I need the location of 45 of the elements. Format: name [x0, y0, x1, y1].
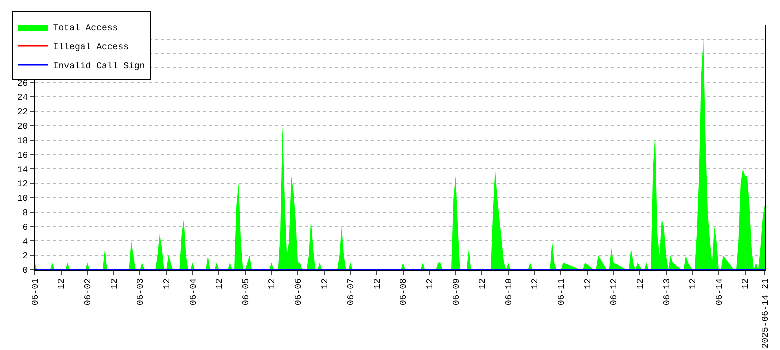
- x-tick-label: 12: [530, 278, 541, 290]
- x-tick-label: 06-14: [714, 278, 725, 306]
- x-tick-label: 12: [636, 278, 646, 290]
- y-tick-label: 22: [17, 108, 28, 118]
- x-tick-label: 06-03: [136, 278, 146, 306]
- x-tick-label: 12: [583, 278, 594, 290]
- x-tick-label: 12: [372, 278, 383, 290]
- y-tick-label: 0: [22, 266, 28, 276]
- x-tick-label: 12: [162, 278, 172, 290]
- legend-label: Total Access: [53, 24, 118, 34]
- y-tick-label: 18: [17, 136, 28, 146]
- x-tick-label: 06-04: [188, 278, 199, 306]
- y-tick-label: 20: [17, 122, 28, 132]
- y-tick-label: 12: [17, 180, 28, 190]
- x-tick-label: 12: [688, 278, 699, 290]
- x-tick-label: 12: [110, 278, 120, 290]
- x-tick-label: 06-05: [241, 278, 252, 306]
- y-tick-label: 4: [22, 237, 28, 248]
- x-tick-label: 06-10: [504, 278, 514, 306]
- y-tick-label: 24: [17, 93, 28, 104]
- y-tick-label: 16: [17, 150, 28, 161]
- x-tick-label: 12: [57, 278, 68, 290]
- x-tick-label: 06-01: [30, 278, 41, 306]
- y-tick-label: 14: [17, 165, 28, 176]
- y-tick-label: 6: [22, 222, 28, 233]
- x-tick-label: 06-07: [346, 278, 357, 306]
- x-tick-label: 06-12: [610, 278, 620, 306]
- x-tick-label: 12: [426, 278, 436, 290]
- x-tick-label: 12: [268, 278, 278, 290]
- legend-label: Illegal Access: [53, 42, 129, 53]
- legend-label: Invalid Call Sign: [53, 62, 146, 72]
- x-tick-label: 06-08: [399, 278, 410, 306]
- x-tick-label: 06-11: [557, 278, 568, 306]
- y-tick-label: 10: [17, 194, 28, 204]
- x-tick-label: 12: [478, 278, 488, 290]
- x-tick-label: 12: [320, 278, 330, 290]
- y-tick-label: 2: [22, 252, 28, 262]
- x-tick-label: 12: [215, 278, 226, 290]
- x-tick-label: 06-02: [84, 278, 94, 306]
- x-tick-label: 06-06: [294, 278, 304, 306]
- x-tick-label: 06-09: [452, 278, 462, 306]
- x-tick-label: 2025-06-14 21: [760, 278, 771, 349]
- x-tick-label: 06-13: [662, 278, 672, 306]
- y-tick-label: 8: [22, 208, 28, 218]
- x-tick-label: 12: [741, 278, 752, 290]
